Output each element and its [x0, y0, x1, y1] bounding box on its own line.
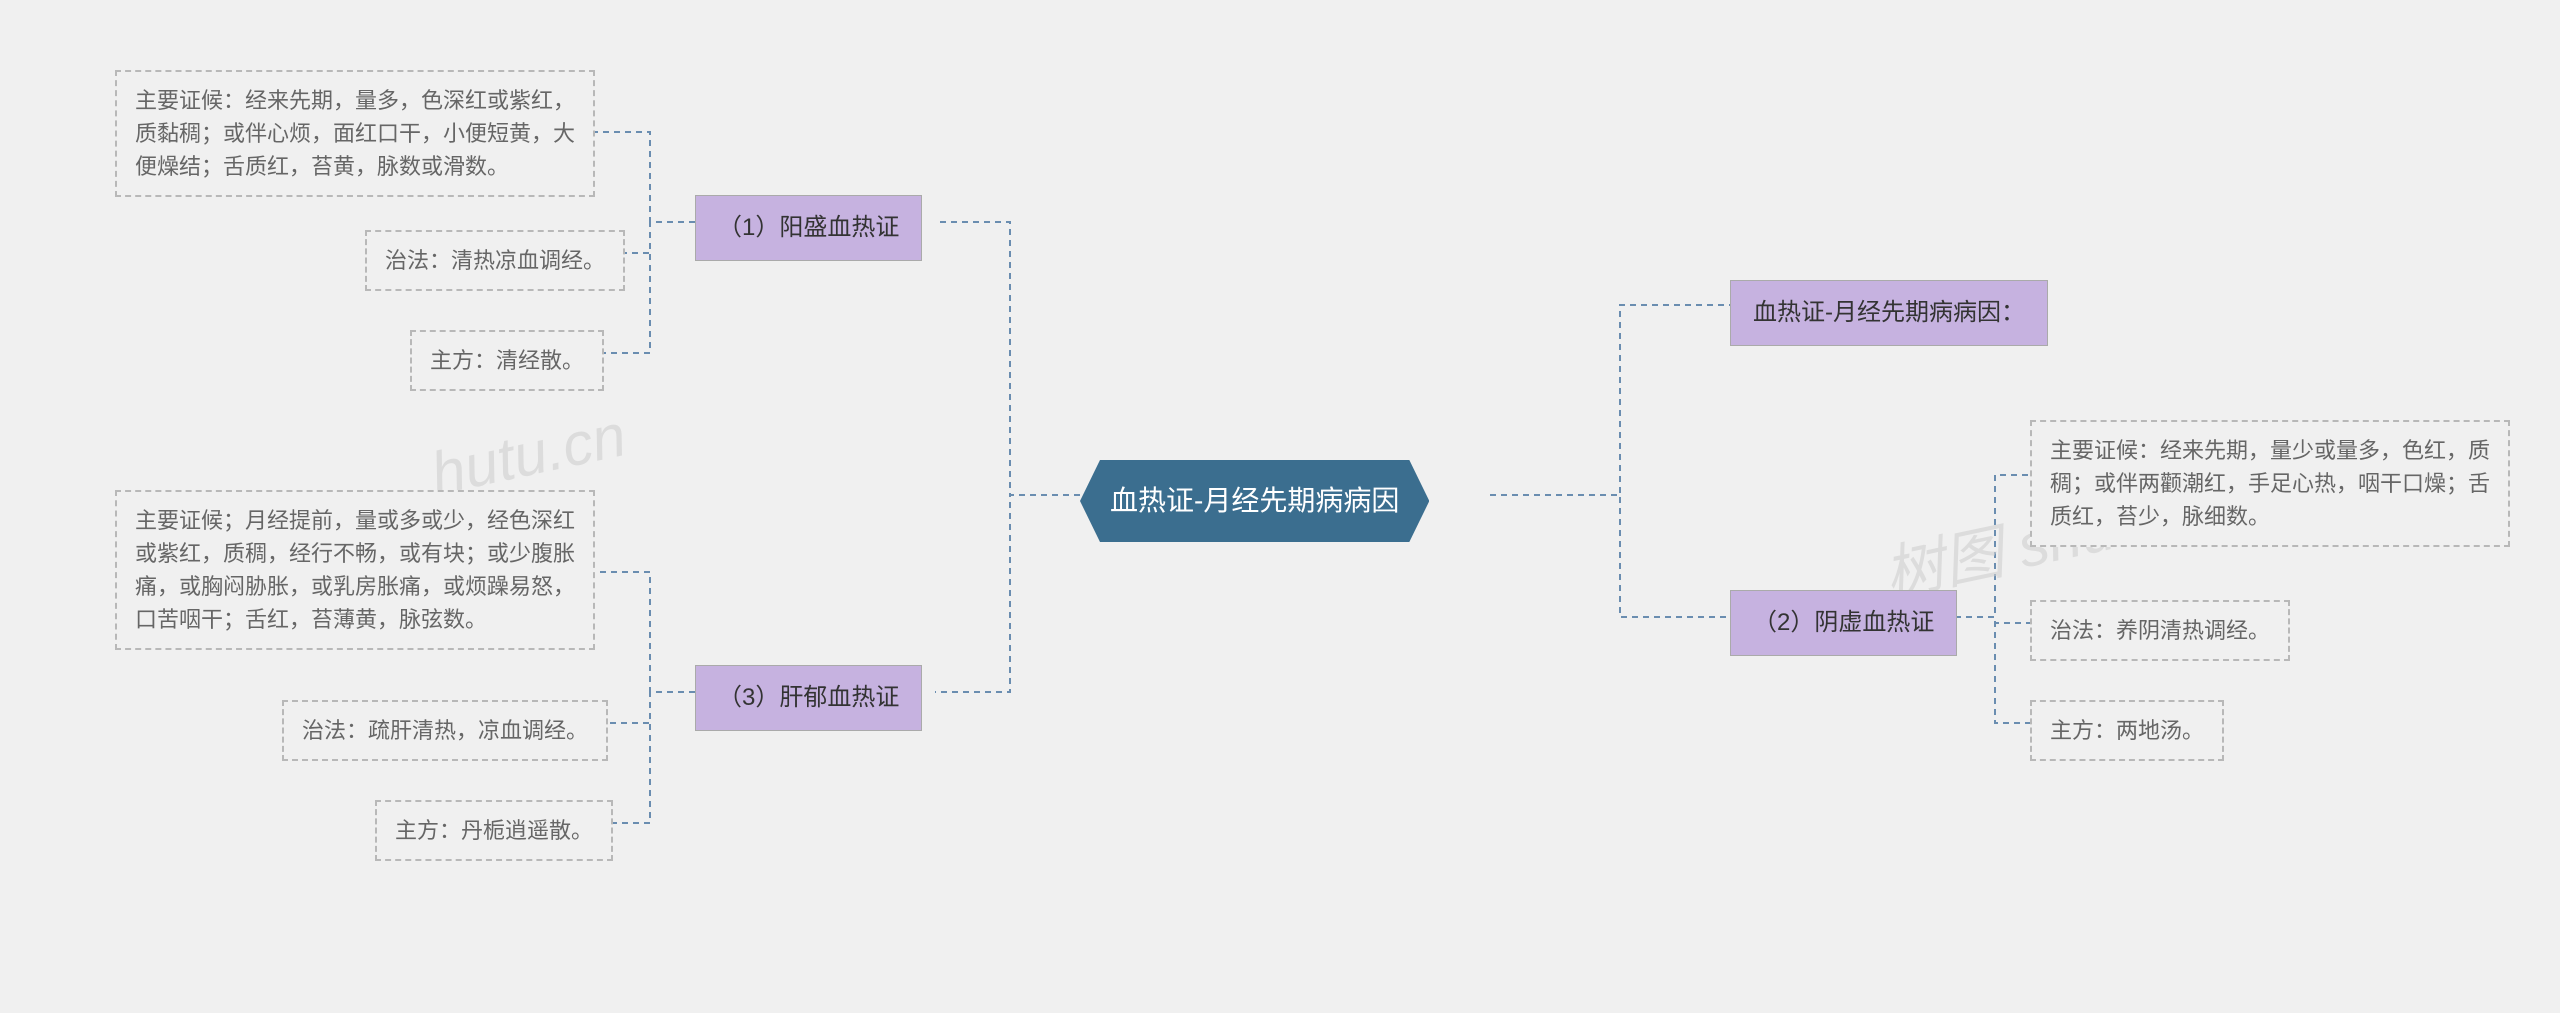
leaf-left-1-0[interactable]: 主要证候；月经提前，量或多或少，经色深红或紫红，质稠，经行不畅，或有块；或少腹胀…: [115, 490, 595, 650]
leaf-left-0-2[interactable]: 主方：清经散。: [410, 330, 604, 391]
branch-right-1[interactable]: （2）阴虚血热证: [1730, 590, 1957, 656]
leaf-left-0-0[interactable]: 主要证候：经来先期，量多，色深红或紫红，质黏稠；或伴心烦，面红口干，小便短黄，大…: [115, 70, 595, 197]
mindmap-canvas: hutu.cn 树图 shutu.cn 血热证-月经先期病病因 血热证-月经先期…: [0, 0, 2560, 1013]
leaf-left-1-1[interactable]: 治法：疏肝清热，凉血调经。: [282, 700, 608, 761]
branch-right-0[interactable]: 血热证-月经先期病病因：: [1730, 280, 2048, 346]
branch-left-0[interactable]: （1）阳盛血热证: [695, 195, 922, 261]
leaf-right-1-1[interactable]: 治法：养阴清热调经。: [2030, 600, 2290, 661]
branch-left-1[interactable]: （3）肝郁血热证: [695, 665, 922, 731]
leaf-right-1-2[interactable]: 主方：两地汤。: [2030, 700, 2224, 761]
leaf-left-1-2[interactable]: 主方：丹栀逍遥散。: [375, 800, 613, 861]
leaf-left-0-1[interactable]: 治法：清热凉血调经。: [365, 230, 625, 291]
root-node[interactable]: 血热证-月经先期病病因: [1080, 460, 1429, 542]
leaf-right-1-0[interactable]: 主要证候：经来先期，量少或量多，色红，质稠；或伴两颧潮红，手足心热，咽干口燥；舌…: [2030, 420, 2510, 547]
